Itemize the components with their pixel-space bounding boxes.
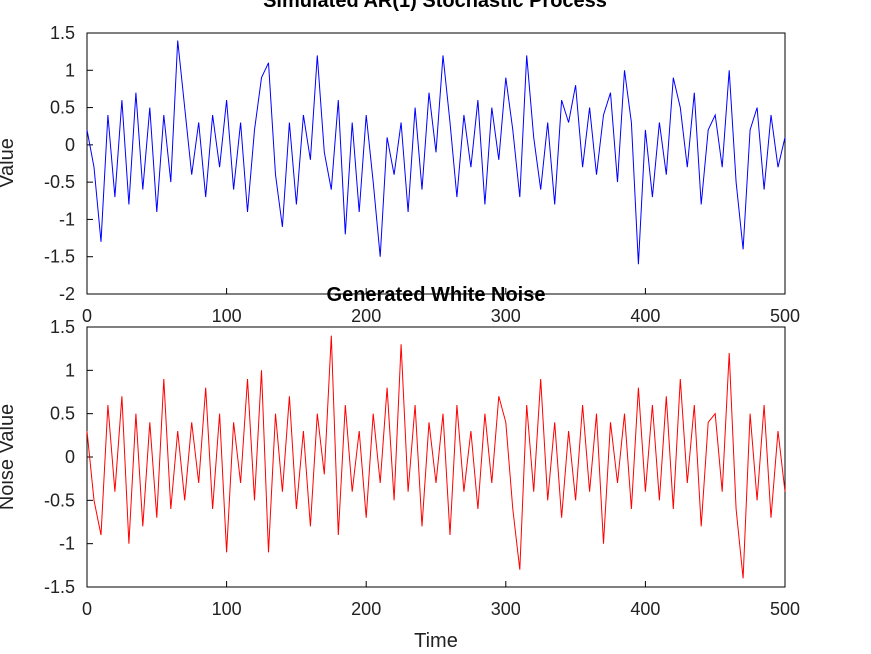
y-tick-label: -0.5 [44, 490, 75, 510]
y-tick-label: -1.5 [44, 577, 75, 597]
series-line-white-noise [86, 335, 786, 579]
x-tick-label: 400 [630, 306, 660, 326]
y-axis-label-ar1: Value [0, 138, 18, 188]
x-tick-label: 200 [351, 599, 381, 619]
x-tick-label: 500 [770, 306, 800, 326]
x-tick-label: 0 [82, 599, 92, 619]
chart-title-white-noise: Generated White Noise [327, 284, 546, 306]
y-tick-label: 1.5 [50, 23, 75, 43]
y-tick-label: -1 [59, 534, 75, 554]
chart-ar1-process: Simulated AR(1) Stochastic Process Value… [0, 0, 800, 326]
y-tick-label: 0 [65, 135, 75, 155]
chart-white-noise: Generated White Noise Noise Value Time 0… [0, 284, 800, 652]
x-tick-label: 400 [630, 599, 660, 619]
y-tick-label: -0.5 [44, 172, 75, 192]
series-line-ar1 [86, 40, 786, 265]
x-tick-label: 200 [351, 306, 381, 326]
x-tick-label: 0 [82, 306, 92, 326]
y-tick-label: 1 [65, 360, 75, 380]
y-tick-label: -2 [59, 284, 75, 304]
y-tick-label: -1.5 [44, 247, 75, 267]
y-tick-label: 0 [65, 447, 75, 467]
plot-frame-white-noise [86, 326, 786, 588]
y-axis-label-white-noise: Noise Value [0, 404, 18, 510]
axis-ticks-ar1: 0 100 200 300 400 500 1.5 1 0.5 0 -0.5 -1 -1.5 -2 [44, 23, 800, 326]
plot-frame-ar1 [86, 32, 786, 295]
x-tick-label: 100 [212, 306, 242, 326]
chart-title-ar1: Simulated AR(1) Stochastic Process [263, 0, 607, 12]
x-tick-label: 100 [212, 599, 242, 619]
y-tick-label: 1 [65, 60, 75, 80]
x-tick-label: 300 [491, 599, 521, 619]
x-tick-label: 500 [770, 599, 800, 619]
y-tick-label: 0.5 [50, 98, 75, 118]
x-axis-label-time: Time [414, 630, 458, 652]
axis-ticks-white-noise: 0 100 200 300 400 500 1.5 1 0.5 0 -0.5 -1 -1.5 [44, 317, 800, 619]
y-tick-label: 1.5 [50, 317, 75, 337]
x-tick-label: 300 [491, 306, 521, 326]
y-tick-label: -1 [59, 209, 75, 229]
y-tick-label: 0.5 [50, 404, 75, 424]
